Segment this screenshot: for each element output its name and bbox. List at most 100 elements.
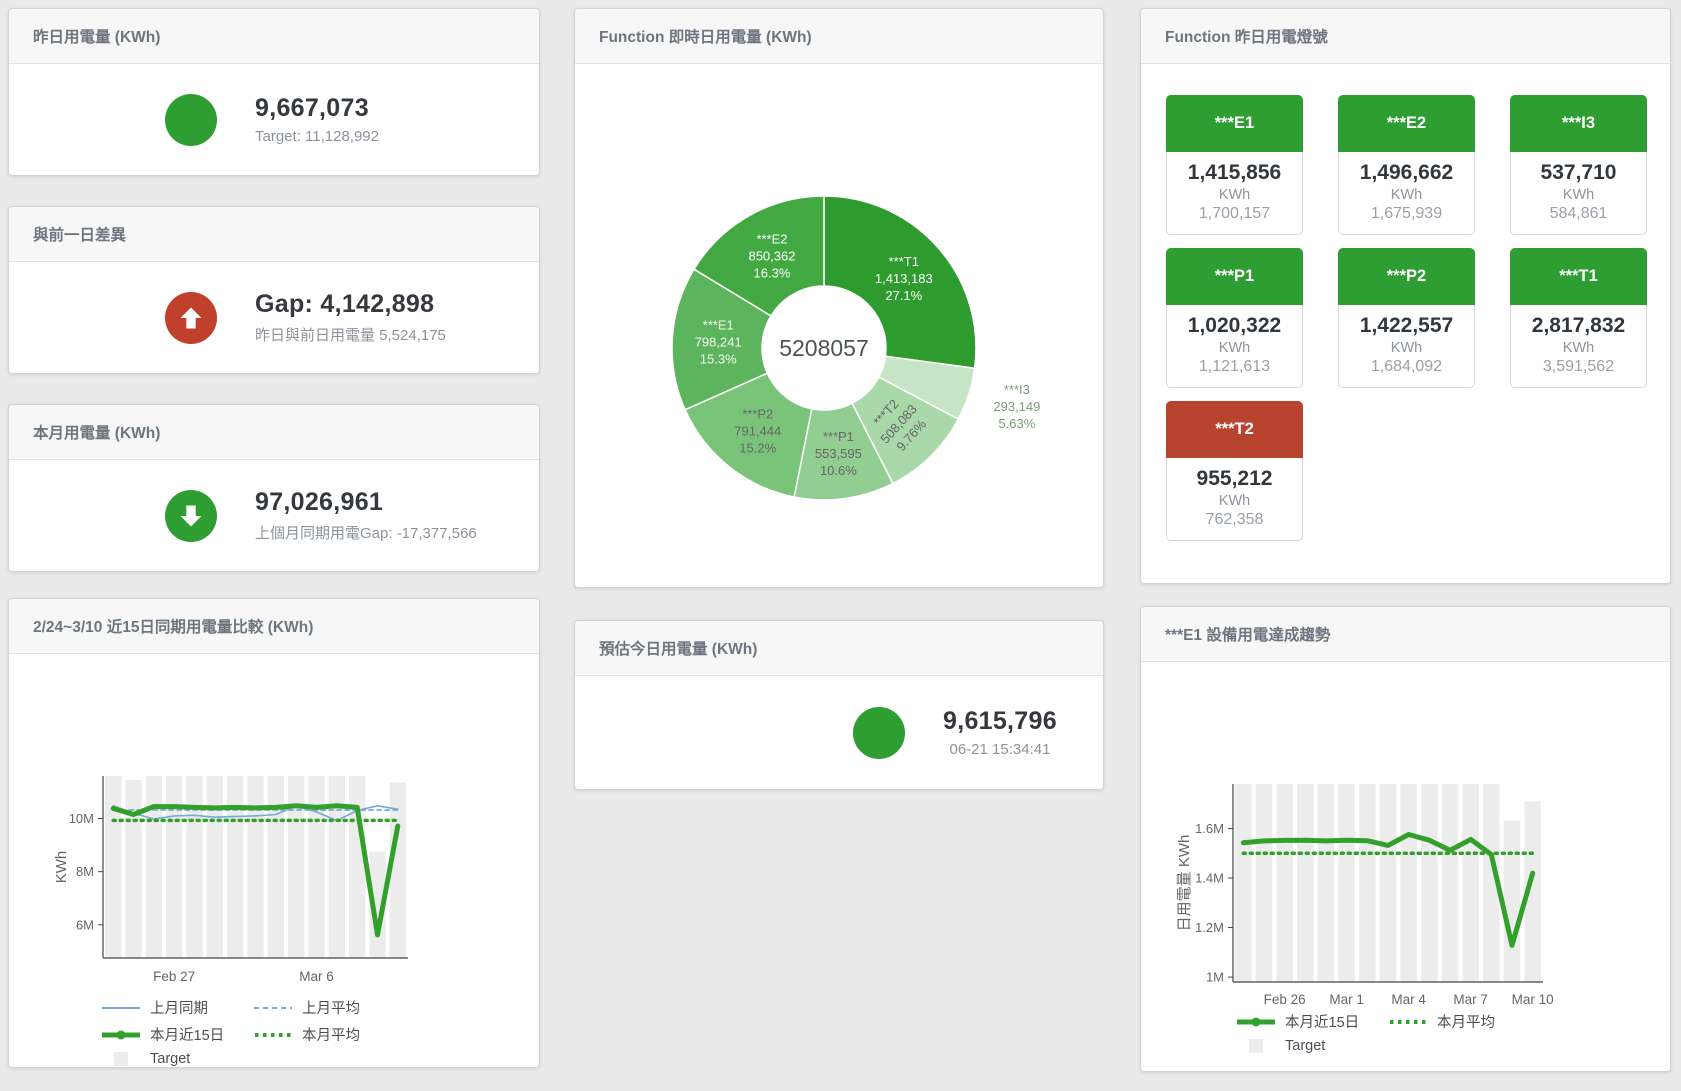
x-tick-label: Mar 7 [1453,992,1488,1007]
realtime-donut-card: Function 即時日用電量 (KWh) ***T1 1,413,183 27.1… [574,8,1104,588]
target-bar [125,780,142,958]
card-title: 預估今日用電量 (KWh) [575,621,1103,676]
lamp-tile: ***P1 1,020,322 KWh 1,121,613 [1166,248,1303,388]
legend-label: Target [1285,1038,1326,1054]
donut-slice-label: ***E2 850,362 16.3% [748,232,795,281]
card-title: ***E1 設備用電達成趨勢 [1141,607,1670,662]
lamp-tile: ***E1 1,415,856 KWh 1,700,157 [1166,95,1303,235]
target-bar [186,776,203,958]
yesterday-usage-body: 9,667,073 Target: 11,128,992 [9,64,539,175]
lamp-tile-unit: KWh [1218,493,1251,509]
compare-15day-card: 2/24~3/10 近15日同期用電量比較 (KWh) 6M 8M 10M Feb 2… [8,598,540,1068]
legend-label: 本月平均 [302,1028,360,1044]
target-bar [389,782,406,958]
x-tick-label: Feb 27 [153,969,195,984]
target-bar [328,776,345,958]
y-tick-label: 10M [69,811,94,826]
legend-item[interactable]: 上月平均 [253,997,405,1018]
legend-item[interactable]: 本月近15日 [1236,1011,1388,1032]
target-bar [369,851,386,958]
target-bar [267,776,284,958]
lamp-tile-value: 1,422,557 [1359,314,1454,337]
donut-slice-label: ***P1 553,595 10.6% [815,429,862,478]
legend-item[interactable]: 本月近15日 [101,1024,253,1045]
lamp-tile-unit: KWh [1390,187,1423,203]
day-gap-value: Gap: 4,142,898 [255,290,435,318]
yesterday-usage-card: 昨日用電量 (KWh) 9,667,073 Target: 11,128,992 [8,8,540,176]
compare-chart: 6M 8M 10M Feb 27 Mar 6 KWh [53,776,408,984]
legend-row: Target [101,1051,405,1067]
legend-item[interactable]: 本月平均 [253,1024,405,1045]
lamp-tile-value: 537,710 [1540,161,1617,184]
compare-legend: 上月同期 上月平均本月近15日 本月平均 Target [101,997,405,1067]
donut-slice-4[interactable] [684,372,813,498]
series-line-0 [1240,832,1536,948]
legend-row: 上月同期 上月平均 [101,997,405,1018]
target-bar [1483,784,1500,982]
series-line-0 [112,805,399,822]
target-bar [1524,801,1541,982]
lamp-tile-name: ***E2 [1338,95,1475,152]
down-arrow-icon [165,489,217,542]
target-bar [1400,784,1417,982]
legend-item[interactable]: Target [1236,1038,1388,1054]
x-tick-label: Mar 1 [1329,992,1364,1007]
realtime-donut-chart: ***T1 1,413,183 27.1%***I3 293,149 5.63%***T… [671,195,1040,501]
y-tick-label: 1.6M [1195,821,1224,836]
estimate-timestamp: 06-21 15:34:41 [949,741,1051,758]
lamp-tile-target: 3,591,562 [1542,358,1615,375]
y-tick-label: 1.2M [1195,920,1224,935]
lamp-tile-name: ***T2 [1166,401,1303,458]
donut-slice-6[interactable] [692,195,825,317]
target-bar [288,776,305,958]
month-usage-body: 97,026,961 上個月同期用電Gap: -17,377,566 [9,460,539,571]
x-tick-label: Mar 4 [1391,992,1426,1007]
lamp-tile-target: 584,861 [1549,205,1608,222]
lamp-tile: ***E2 1,496,662 KWh 1,675,939 [1338,95,1475,235]
target-bar [1379,784,1397,982]
target-bar [308,776,325,958]
series-line-2 [110,803,401,938]
lamp-tile-name: ***P1 [1166,248,1303,305]
target-bar [166,776,183,958]
legend-label: 本月近15日 [150,1028,225,1044]
lamp-tile: ***I3 537,710 KWh 584,861 [1510,95,1647,235]
y-tick-label: 8M [76,864,94,879]
legend-item[interactable]: 本月平均 [1388,1011,1540,1032]
target-bar [206,776,223,958]
lamp-tile-name: ***I3 [1510,95,1647,152]
donut-slice-label: ***P2 791,444 15.2% [734,407,781,456]
card-title: Function 昨日用電燈號 [1141,9,1670,64]
target-bar [349,776,366,958]
lamp-tile-name: ***T1 [1510,248,1647,305]
legend-row: Target [1236,1038,1540,1054]
lamp-tile-target: 1,700,157 [1198,205,1271,222]
lamp-tile-target: 1,675,939 [1370,205,1443,222]
lamp-tile-target: 762,358 [1205,511,1264,528]
lamp-tile-value: 1,020,322 [1187,314,1282,337]
target-bar [1297,784,1314,982]
lamp-tile-value: 2,817,832 [1531,314,1626,337]
donut-slice-0[interactable] [823,195,977,370]
target-bar [145,776,162,958]
legend-item[interactable]: 上月同期 [101,997,253,1018]
y-axis-title: KWh [53,851,70,884]
e1-trend-chart: 1M 1.2M 1.4M 1.6M Feb 26 Mar 1 Mar 4 Mar 7 Mar 1… [1176,784,1554,1007]
legend-item[interactable]: Target [101,1051,253,1067]
lamp-tile-unit: KWh [1562,187,1595,203]
target-bar [1359,784,1376,982]
lamp-tile-value: 1,415,856 [1187,161,1282,184]
card-title: 與前一日差異 [9,207,539,262]
x-tick-label: Mar 10 [1512,992,1554,1007]
card-title: 本月用電量 (KWh) [9,405,539,460]
yesterday-usage-value: 9,667,073 [255,94,369,122]
target-bar [1441,784,1459,982]
donut-slice-5[interactable] [671,268,773,411]
lamp-grid: ***E1 1,415,856 KWh 1,700,157 ***E2 1,496,662… [1166,95,1647,541]
y-tick-label: 1M [1206,970,1224,985]
y-tick-label: 6M [76,917,94,932]
card-title: 2/24~3/10 近15日同期用電量比較 (KWh) [9,599,539,654]
day-gap-subtitle: 昨日與前日用電量 5,524,175 [255,327,446,344]
day-gap-card: 與前一日差異 Gap: 4,142,898 昨日與前日用電量 5,524,175 [8,206,540,374]
